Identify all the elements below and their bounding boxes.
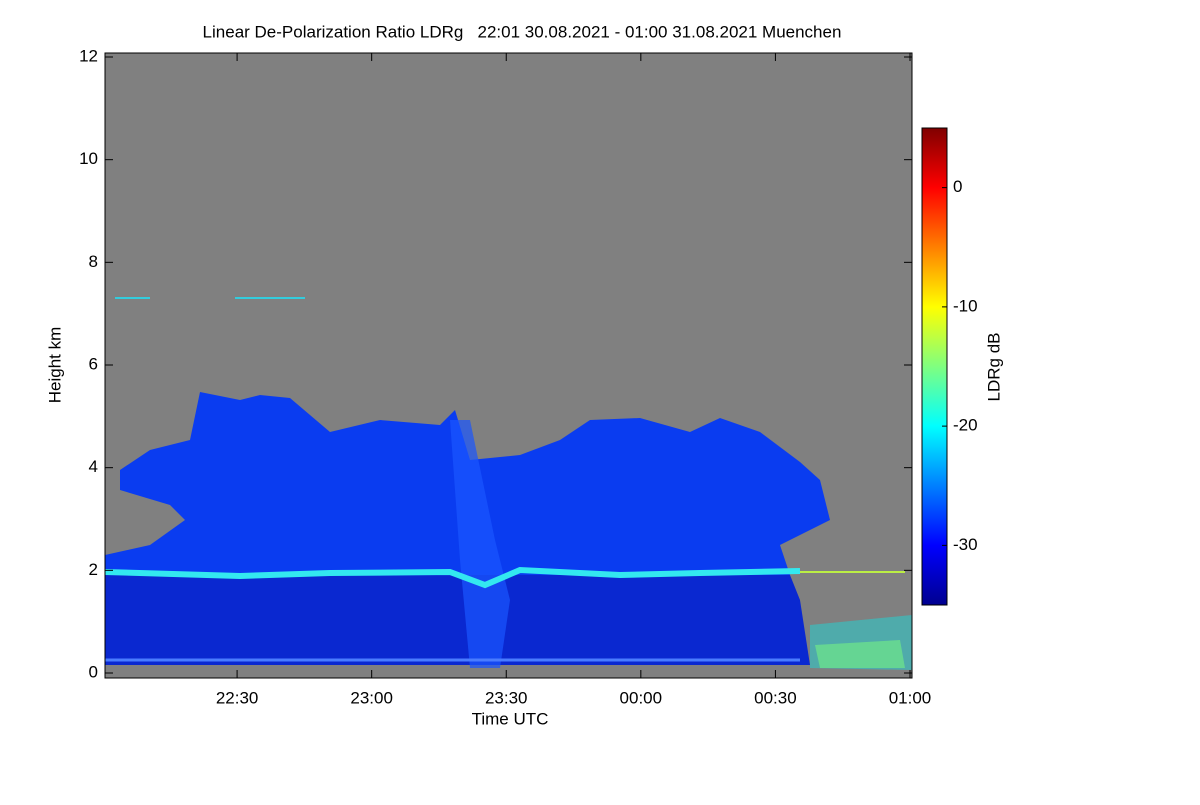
y-tick-label: 2 xyxy=(89,560,98,579)
x-tick-label: 00:30 xyxy=(754,688,797,707)
y-tick-label: 6 xyxy=(89,354,98,373)
y-tick-label: 4 xyxy=(89,457,98,476)
y-tick-label: 0 xyxy=(89,662,98,681)
x-tick-label: 00:00 xyxy=(620,688,663,707)
colorbar-label: LDRg dB xyxy=(984,333,1003,402)
y-tick-label: 12 xyxy=(79,46,98,65)
heatmap-image xyxy=(104,53,912,678)
x-tick-label: 22:30 xyxy=(216,688,259,707)
chart-title: Linear De-Polarization Ratio LDRg 22:01 … xyxy=(203,22,842,41)
colorbar-tick-label: 0 xyxy=(953,177,962,196)
colorbar xyxy=(921,127,948,606)
x-axis-label: Time UTC xyxy=(472,709,549,728)
x-tick-label: 01:00 xyxy=(889,688,932,707)
y-axis-label: Height km xyxy=(45,327,64,404)
colorbar-tick-label: -30 xyxy=(953,535,978,554)
x-tick-label: 23:00 xyxy=(350,688,393,707)
x-tick-label: 23:30 xyxy=(485,688,528,707)
colorbar-tick-label: -10 xyxy=(953,296,978,315)
colorbar-tick-label: -20 xyxy=(953,416,978,435)
y-tick-label: 8 xyxy=(89,252,98,271)
y-tick-label: 10 xyxy=(79,149,98,168)
